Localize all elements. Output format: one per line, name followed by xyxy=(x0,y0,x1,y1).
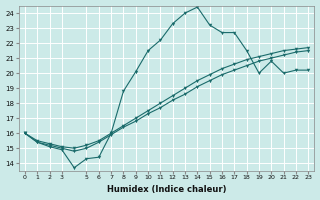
X-axis label: Humidex (Indice chaleur): Humidex (Indice chaleur) xyxy=(107,185,226,194)
